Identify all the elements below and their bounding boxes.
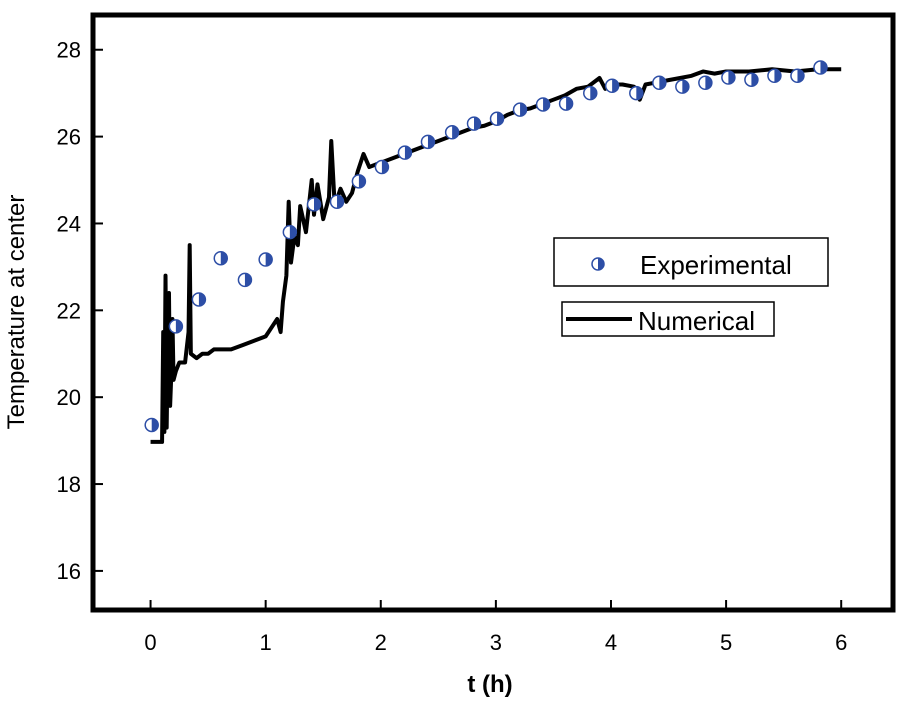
- legend-numerical-label: Numerical: [638, 306, 755, 336]
- y-tick-label: 26: [57, 125, 81, 150]
- experimental-point: [744, 72, 759, 87]
- experimental-point: [282, 224, 298, 240]
- x-tick-label: 2: [375, 630, 387, 655]
- experimental-point: [652, 75, 667, 91]
- experimental-point: [374, 159, 390, 175]
- legend-experimental-label: Experimental: [640, 250, 792, 280]
- experimental-point: [397, 145, 413, 160]
- y-tick-label: 20: [57, 385, 81, 410]
- experimental-point: [604, 78, 620, 94]
- y-axis-label: Temperature at center: [3, 195, 30, 430]
- y-tick-label: 16: [57, 559, 81, 584]
- x-tick-label: 1: [260, 630, 272, 655]
- experimental-point: [535, 97, 551, 112]
- y-tick-label: 22: [57, 298, 81, 323]
- x-axis-label: t (h): [467, 671, 512, 698]
- experimental-point: [329, 194, 345, 210]
- x-tick-label: 4: [605, 630, 617, 655]
- experimental-point: [698, 75, 713, 91]
- experimental-point: [306, 197, 322, 212]
- y-tick-label: 24: [57, 211, 81, 236]
- legend-experimental-marker: [591, 257, 605, 271]
- legend-numerical: Numerical: [561, 301, 775, 337]
- x-tick-label: 0: [144, 630, 156, 655]
- experimental-point: [512, 102, 528, 117]
- experimental-point: [813, 60, 828, 75]
- experimental-point: [144, 417, 159, 433]
- experimental-point: [420, 134, 436, 150]
- experimental-point: [237, 272, 253, 288]
- y-tick-label: 28: [57, 38, 81, 63]
- experimental-point: [351, 174, 367, 189]
- x-tick-label: 3: [490, 630, 502, 655]
- experimental-point: [466, 116, 482, 131]
- x-tick-label: 5: [720, 630, 732, 655]
- experimental-point: [767, 68, 782, 84]
- experimental-point: [444, 125, 460, 140]
- experimental-point: [489, 111, 505, 127]
- experimental-point: [790, 68, 805, 84]
- experimental-point: [675, 79, 690, 94]
- legend-experimental: Experimental: [553, 237, 829, 287]
- experimental-point: [721, 70, 736, 85]
- x-tick-label: 6: [835, 630, 847, 655]
- plot-frame: [90, 12, 896, 613]
- y-tick-label: 18: [57, 472, 81, 497]
- experimental-point: [558, 96, 574, 111]
- experimental-point: [213, 250, 229, 266]
- experimental-point: [629, 85, 644, 101]
- experimental-point: [168, 319, 184, 334]
- experimental-point: [583, 85, 598, 101]
- experimental-point: [258, 252, 273, 267]
- experimental-point: [191, 292, 207, 307]
